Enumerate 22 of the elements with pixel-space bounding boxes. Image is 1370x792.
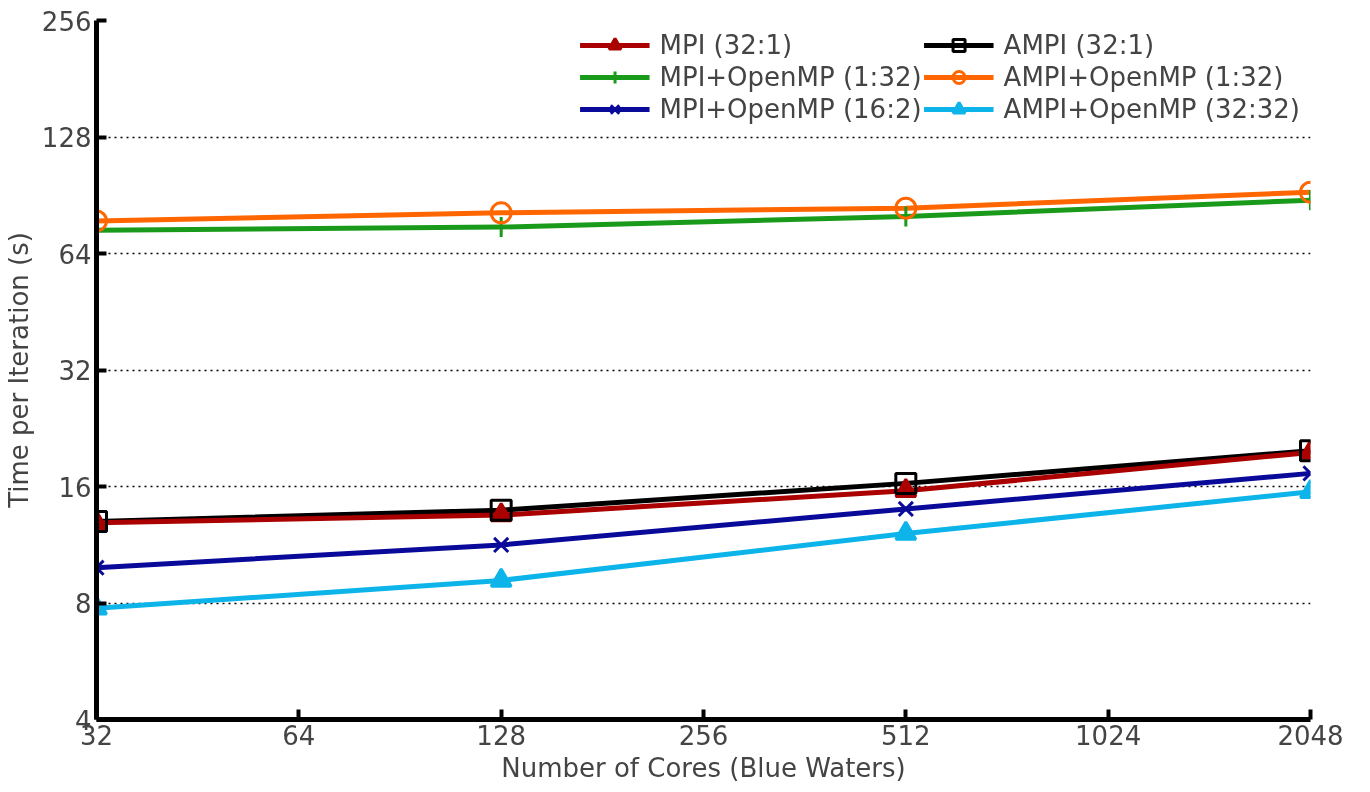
x-axis-title: Number of Cores (Blue Waters) — [501, 752, 906, 783]
y-tick-label: 256 — [41, 6, 92, 37]
legend-label: MPI+OpenMP (16:2) — [659, 94, 922, 124]
point — [492, 536, 510, 554]
point — [897, 500, 915, 518]
x-tick-label: 128 — [476, 720, 526, 751]
legend-label: AMPI+OpenMP (1:32) — [1003, 62, 1284, 92]
y-axis-title: Time per Iteration (s) — [3, 232, 34, 509]
x-tick-label: 512 — [881, 720, 931, 751]
x-tick-label: 1024 — [1075, 720, 1142, 751]
legend-label: MPI (32:1) — [659, 30, 793, 60]
y-tick-label: 128 — [41, 123, 92, 153]
x-tick-label: 64 — [282, 720, 316, 751]
x-tick-label: 2048 — [1277, 720, 1344, 751]
legend-label: AMPI+OpenMP (32:32) — [1003, 94, 1300, 124]
x-tick-label: 256 — [678, 720, 729, 751]
y-tick-label: 8 — [74, 589, 92, 619]
y-tick-label: 64 — [58, 239, 92, 270]
y-tick-label: 32 — [58, 356, 92, 386]
legend-label: AMPI (32:1) — [1003, 30, 1155, 60]
legend-label: MPI+OpenMP (1:32) — [659, 62, 922, 92]
y-tick-label: 16 — [58, 472, 92, 503]
